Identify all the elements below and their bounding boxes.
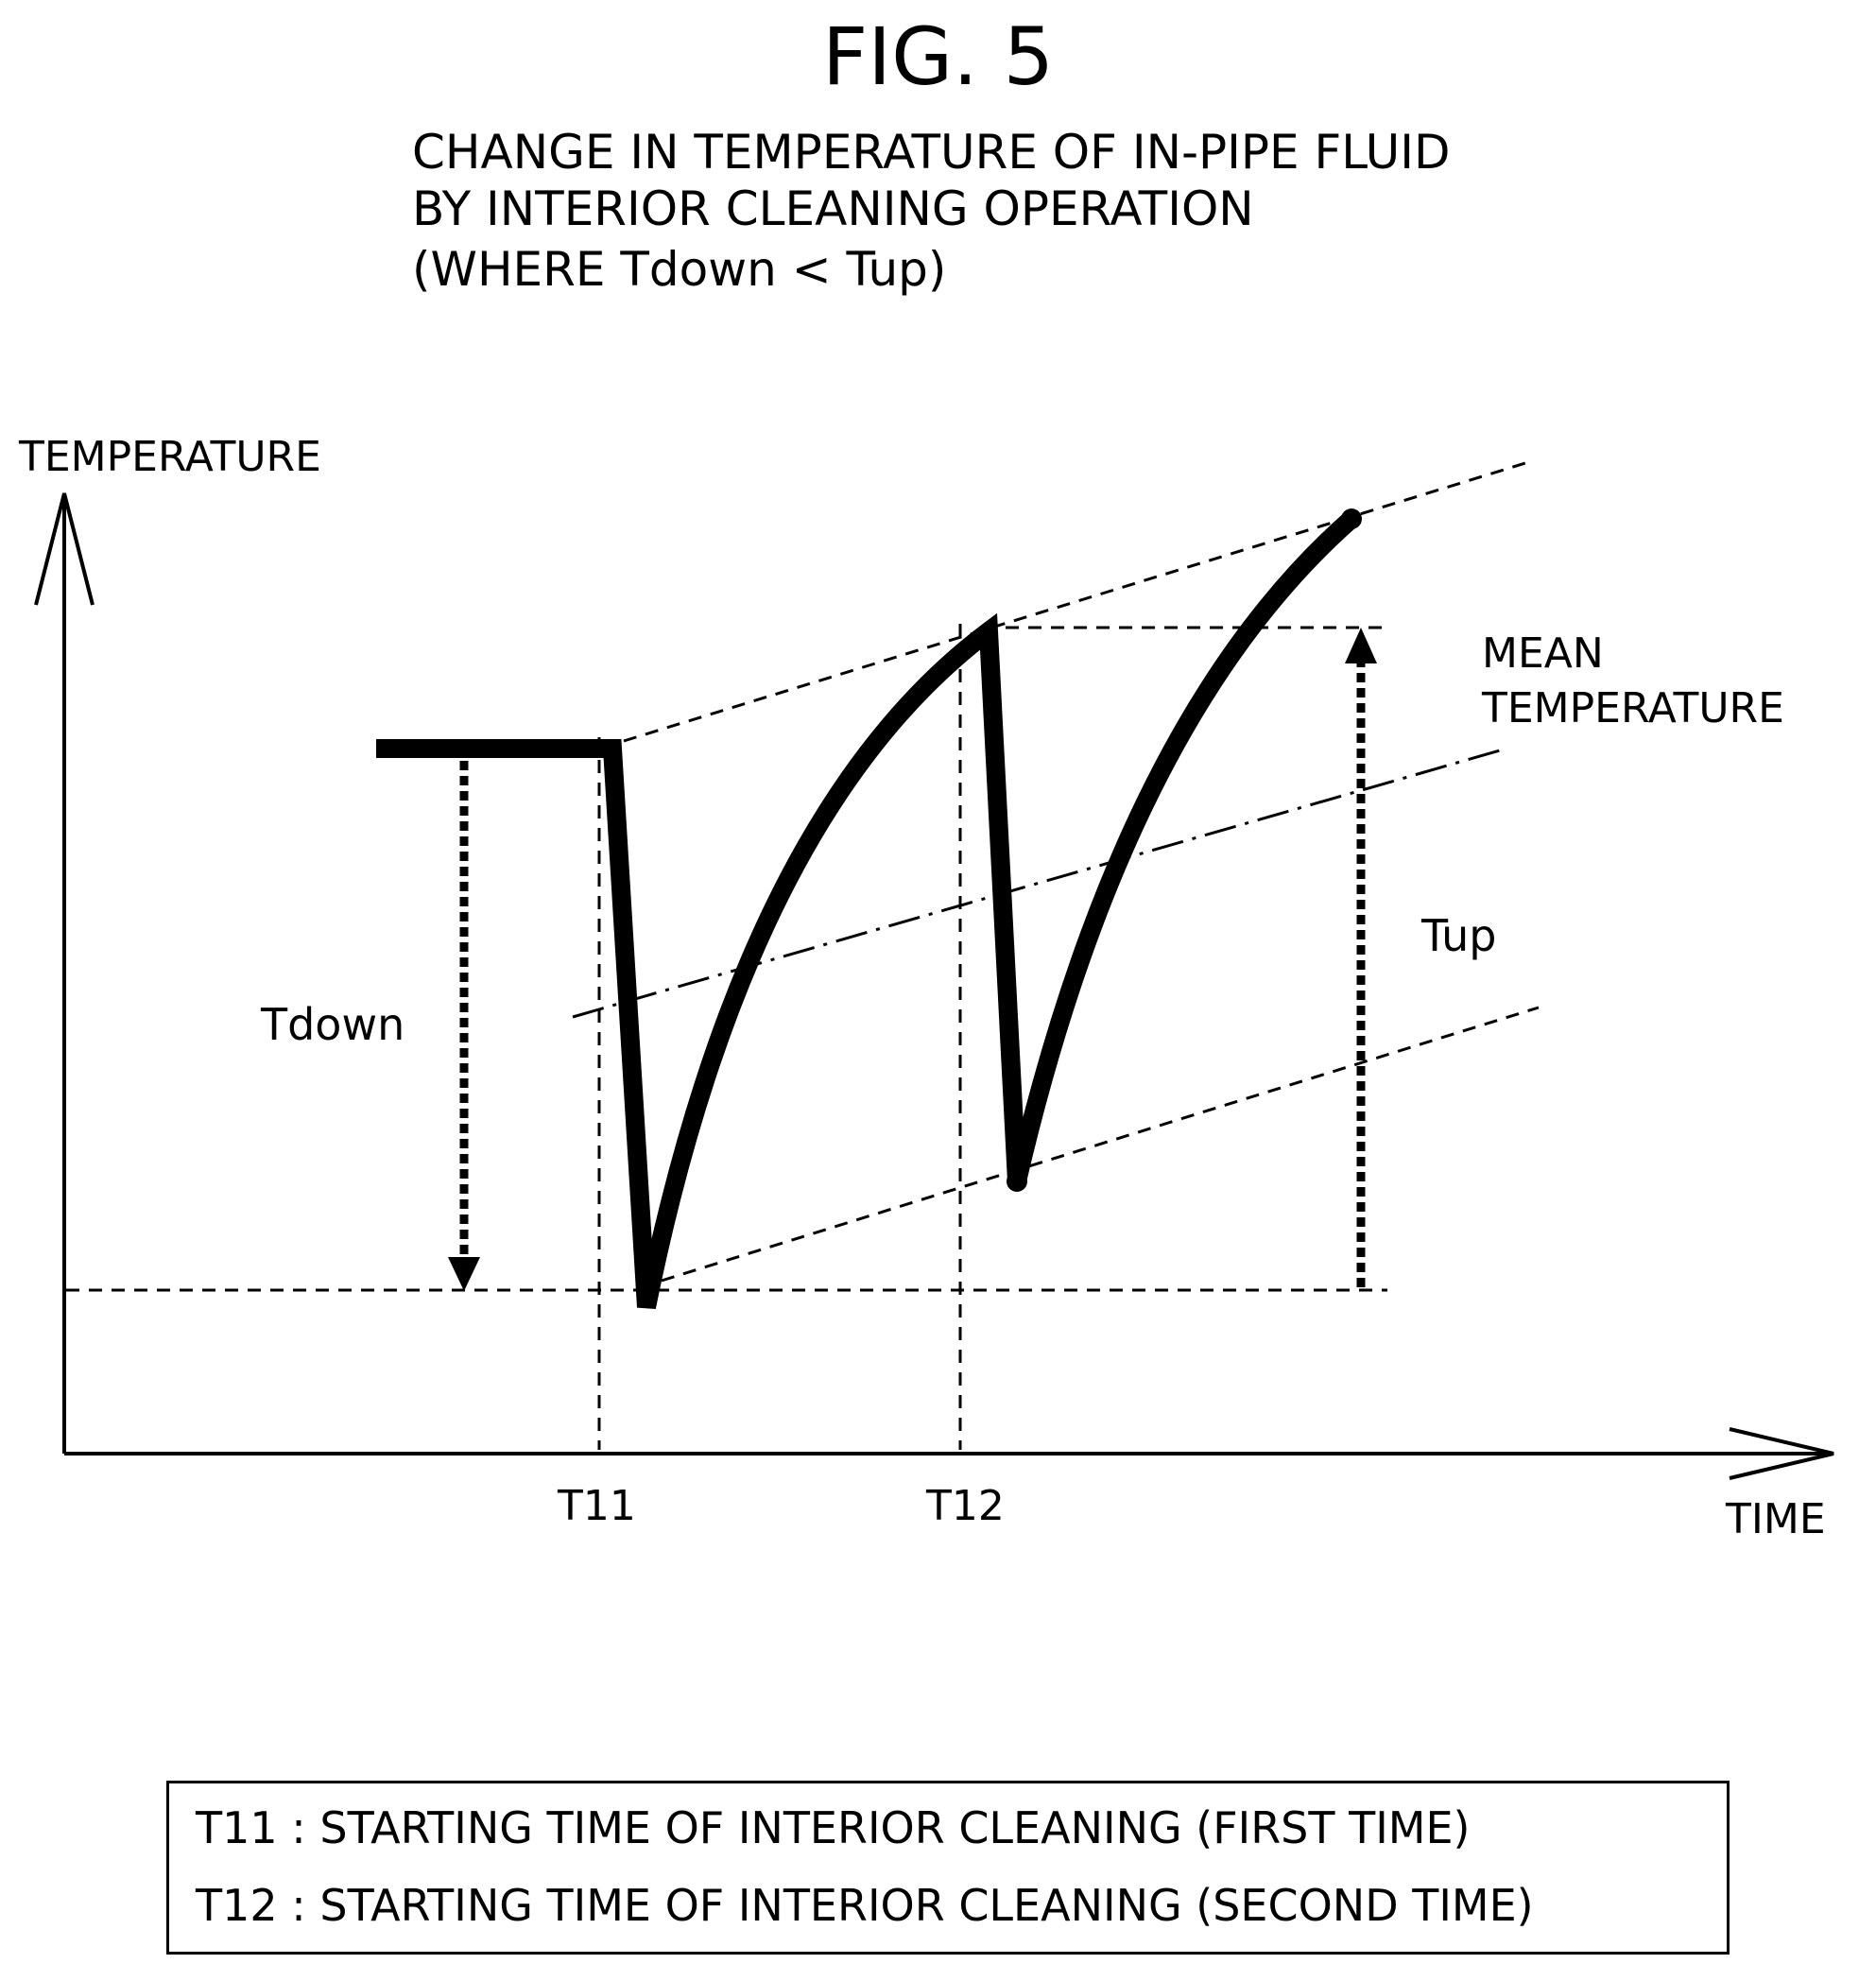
figure-title: FIG. 5 — [821, 10, 1055, 103]
tup-arrowhead — [1345, 628, 1377, 663]
tdown-label: Tdown — [260, 999, 404, 1050]
mean-temperature-label-line-1: MEAN — [1482, 629, 1604, 678]
mean-temperature-label-line-2: TEMPERATURE — [1481, 684, 1784, 732]
subtitle-line-3: (WHERE Tdown < Tup) — [412, 242, 947, 297]
mean-temperature-line — [572, 747, 1507, 1019]
temperature-diagram: TEMPERATURE TIME T11 T12 MEAN TEMPERATUR… — [18, 433, 1834, 1543]
legend-box: T11 : STARTING TIME OF INTERIOR CLEANING… — [166, 1781, 1730, 1955]
temperature-curve — [376, 511, 1358, 1309]
curve-end-cap — [1007, 1171, 1027, 1192]
x-tick-t11: T11 — [557, 1482, 636, 1530]
tdown-arrowhead — [448, 1257, 480, 1291]
x-axis-arrowhead — [1729, 1427, 1834, 1480]
legend-entry-t12: T12 : STARTING TIME OF INTERIOR CLEANING… — [196, 1880, 1534, 1931]
x-tick-t12: T12 — [925, 1482, 1005, 1530]
subtitle-line-1: CHANGE IN TEMPERATURE OF IN-PIPE FLUID — [412, 125, 1451, 180]
tup-label: Tup — [1420, 910, 1496, 961]
x-axis-label: TIME — [1725, 1495, 1826, 1543]
legend-entry-t11: T11 : STARTING TIME OF INTERIOR CLEANING… — [196, 1802, 1471, 1853]
y-axis-label: TEMPERATURE — [18, 433, 321, 481]
curve-end-cap-top — [1341, 508, 1362, 529]
subtitle-line-2: BY INTERIOR CLEANING OPERATION — [412, 181, 1254, 236]
dashed-upper-trend-line — [623, 461, 1526, 743]
y-axis-arrowhead — [34, 492, 95, 606]
dashed-lower-trend-line — [661, 1006, 1540, 1283]
